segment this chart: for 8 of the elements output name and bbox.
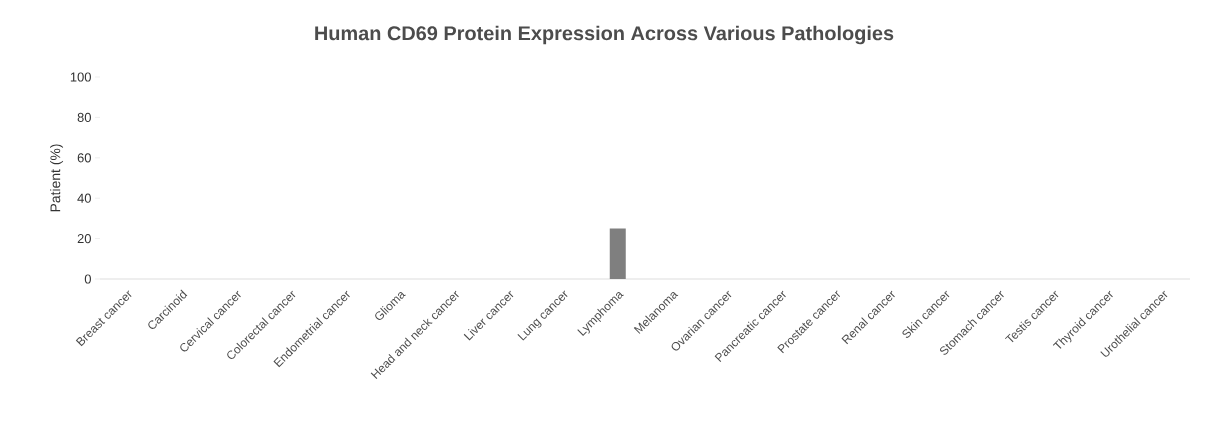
y-tick-label: 40: [77, 193, 91, 203]
y-tick-label: 80: [77, 112, 91, 122]
y-tick-label: 20: [77, 234, 91, 244]
chart-title: Human CD69 Protein Expression Across Various Pathologies: [315, 25, 894, 45]
y-axis-title: Patient (%): [50, 144, 64, 212]
y-tick-label: 0: [84, 274, 91, 284]
y-tick-label: 60: [77, 153, 91, 163]
y-tick-label: 100: [70, 72, 91, 82]
